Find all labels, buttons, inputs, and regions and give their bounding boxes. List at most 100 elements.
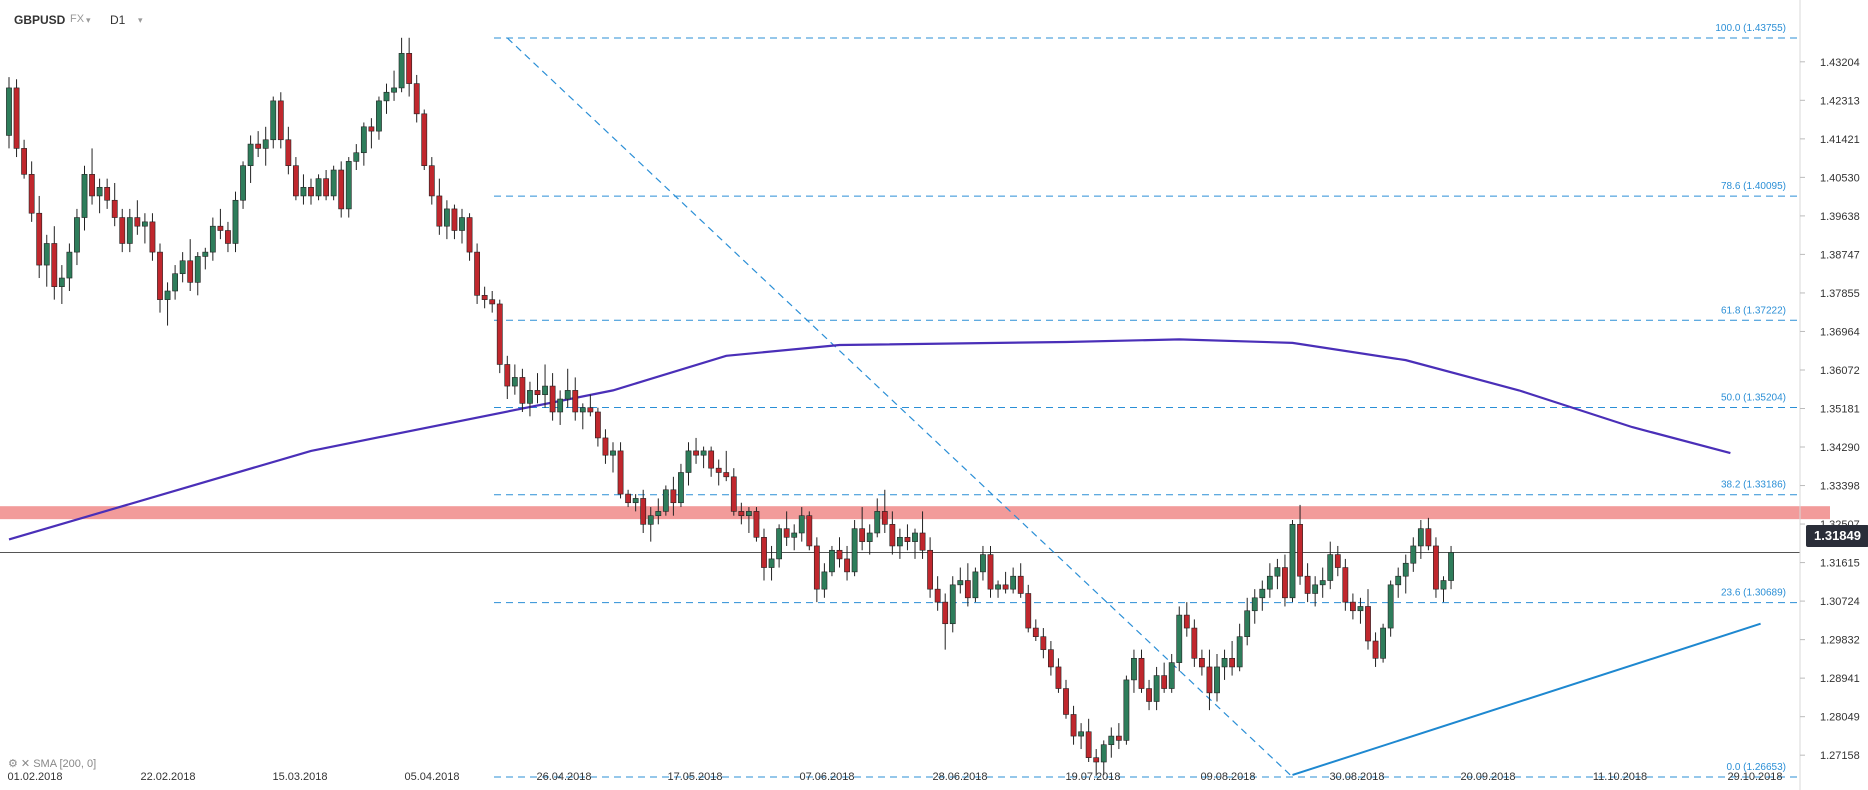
candle-body bbox=[557, 398, 564, 413]
candle-body bbox=[1055, 666, 1062, 689]
candle-body bbox=[1032, 627, 1039, 637]
candle-body bbox=[866, 532, 873, 542]
candle-body bbox=[345, 161, 352, 210]
candle-body bbox=[21, 148, 27, 175]
candle-body bbox=[776, 528, 782, 560]
candle-body bbox=[277, 100, 284, 141]
candle-body bbox=[119, 217, 126, 244]
x-tick-label: 17.05.2018 bbox=[667, 771, 722, 783]
candle-body bbox=[813, 545, 820, 590]
candle-body bbox=[987, 554, 994, 590]
timeframe-dropdown-icon[interactable]: ▾ bbox=[138, 15, 143, 25]
candle-body bbox=[806, 515, 813, 547]
candle-body bbox=[194, 256, 201, 283]
candle-body bbox=[1010, 575, 1017, 590]
candle-body bbox=[1259, 588, 1266, 599]
x-tick-label: 26.04.2018 bbox=[536, 771, 591, 783]
fib-level-label: 100.0 (1.43755) bbox=[1715, 23, 1786, 34]
symbol-label[interactable]: GBPUSD bbox=[14, 13, 66, 27]
candle-body bbox=[383, 91, 390, 102]
x-tick-label: 01.02.2018 bbox=[7, 771, 62, 783]
market-dropdown-icon[interactable]: ▾ bbox=[86, 15, 91, 25]
candle-body bbox=[240, 165, 246, 201]
x-tick-label: 28.06.2018 bbox=[932, 771, 987, 783]
candle-body bbox=[738, 511, 745, 517]
candle-body bbox=[413, 83, 420, 115]
y-tick-label: 1.29832 bbox=[1820, 635, 1860, 647]
candle-body bbox=[715, 467, 722, 473]
x-tick-label: 09.08.2018 bbox=[1200, 771, 1255, 783]
candle-body bbox=[292, 165, 299, 197]
candle-body bbox=[972, 571, 979, 599]
y-tick-label: 1.43204 bbox=[1820, 57, 1860, 69]
candle-body bbox=[443, 208, 450, 227]
candle-body bbox=[338, 169, 345, 210]
candle-body bbox=[96, 186, 103, 197]
candle-body bbox=[406, 53, 413, 84]
candle-body bbox=[957, 580, 964, 586]
candle-body bbox=[881, 511, 888, 525]
candle-body bbox=[489, 299, 496, 305]
y-tick-label: 1.42313 bbox=[1820, 95, 1860, 107]
candle-body bbox=[1176, 614, 1183, 663]
candle-body bbox=[1282, 567, 1288, 599]
candle-body bbox=[1146, 688, 1152, 702]
candle-body bbox=[640, 498, 647, 525]
candle-body bbox=[1266, 575, 1273, 590]
candle-body bbox=[587, 407, 594, 413]
candle-body bbox=[300, 186, 307, 197]
candle-body bbox=[761, 537, 767, 568]
candle-body bbox=[693, 450, 699, 456]
current-price-tag: 1.31849 bbox=[1806, 525, 1868, 547]
candle-body bbox=[13, 87, 20, 149]
candle-body bbox=[1123, 679, 1130, 741]
candle-body bbox=[1425, 528, 1432, 547]
y-tick-label: 1.35181 bbox=[1820, 403, 1860, 415]
candle-body bbox=[308, 186, 314, 197]
candle-body bbox=[1274, 567, 1281, 577]
candle-body bbox=[723, 472, 730, 478]
candle-body bbox=[474, 251, 480, 296]
candle-body bbox=[1387, 584, 1394, 629]
candle-body bbox=[625, 493, 631, 504]
x-tick-label: 22.02.2018 bbox=[140, 771, 195, 783]
y-tick-label: 1.39638 bbox=[1820, 211, 1860, 223]
candle-body bbox=[398, 53, 405, 89]
candle-body bbox=[647, 515, 654, 525]
candle-body bbox=[451, 208, 458, 231]
x-tick-label: 29.10.2018 bbox=[1727, 771, 1782, 783]
candle-body bbox=[504, 364, 511, 387]
candle-body bbox=[126, 217, 133, 244]
candle-body bbox=[700, 450, 707, 456]
fib-level-label: 23.6 (1.30689) bbox=[1721, 588, 1786, 599]
candle-body bbox=[859, 528, 866, 542]
candle-body bbox=[889, 524, 896, 547]
timeframe-label[interactable]: D1 bbox=[110, 13, 126, 27]
candle-body bbox=[36, 212, 43, 266]
fib-level-label: 0.0 (1.26653) bbox=[1727, 762, 1787, 773]
market-label[interactable]: FX bbox=[70, 13, 85, 25]
indicator-legend[interactable]: ⚙ ✕ SMA [200, 0] bbox=[8, 757, 96, 770]
fib-level-label: 38.2 (1.33186) bbox=[1721, 480, 1786, 491]
candle-body bbox=[572, 390, 579, 413]
candle-body bbox=[1138, 657, 1145, 689]
y-tick-label: 1.37855 bbox=[1820, 288, 1860, 300]
candle-body bbox=[1153, 675, 1160, 702]
x-tick-label: 05.04.2018 bbox=[404, 771, 459, 783]
indicator-settings-icon[interactable]: ⚙ ✕ bbox=[8, 758, 34, 770]
candle-body bbox=[28, 174, 35, 214]
resistance-zone bbox=[0, 506, 1830, 520]
candle-body bbox=[51, 243, 58, 287]
y-tick-label: 1.34290 bbox=[1820, 442, 1860, 454]
candle-body bbox=[745, 511, 752, 517]
candle-body bbox=[1312, 584, 1319, 594]
candle-body bbox=[753, 511, 760, 538]
candle-body bbox=[74, 217, 80, 253]
y-tick-label: 1.31615 bbox=[1820, 558, 1860, 570]
candle-body bbox=[579, 407, 586, 413]
support-trendline bbox=[1292, 622, 1761, 776]
candle-body bbox=[730, 476, 737, 512]
candle-body bbox=[323, 178, 329, 197]
candle-body bbox=[330, 169, 337, 197]
